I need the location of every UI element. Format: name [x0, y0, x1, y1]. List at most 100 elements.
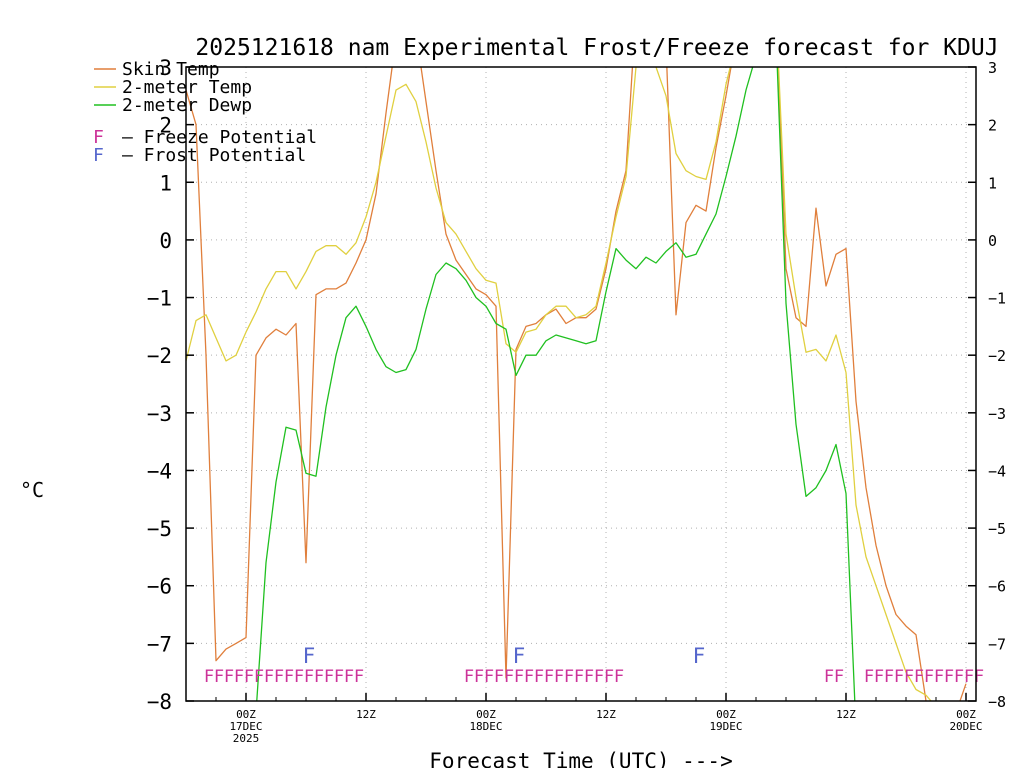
chart-title: 2025121618 nam Experimental Frost/Freeze…	[195, 35, 998, 61]
freeze-potential-marker: F	[254, 667, 264, 687]
y-tick-label-left: 0	[159, 229, 172, 253]
freeze-potential-marker: F	[554, 667, 564, 687]
y-tick-label-right: 3	[988, 59, 997, 77]
freeze-potential-marker: F	[614, 667, 624, 687]
y-tick-label-right: −2	[988, 347, 1006, 365]
plot-frame	[185, 66, 977, 702]
y-tick-label-right: −7	[988, 635, 1006, 653]
freeze-potential-marker: F	[604, 667, 614, 687]
x-axis-label: Forecast Time (UTC) --->	[429, 749, 732, 768]
y-tick-label-left: −2	[147, 344, 172, 368]
y-tick-label-right: 2	[988, 117, 997, 135]
freeze-potential-marker: F	[314, 667, 324, 687]
y-tick-label-left: 1	[159, 171, 172, 195]
y-tick-label-right: −6	[988, 578, 1006, 596]
freeze-potential-marker: F	[564, 667, 574, 687]
y-tick-label-right: 0	[988, 232, 997, 250]
freeze-potential-marker: F	[544, 667, 554, 687]
legend-label-2-meter-temp: 2-meter Temp	[122, 77, 252, 98]
freeze-potential-marker: F	[484, 667, 494, 687]
y-tick-label-right: −3	[988, 405, 1006, 423]
freeze-potential-marker: F	[954, 667, 964, 687]
freeze-potential-marker: F	[204, 667, 214, 687]
x-tick-label: 12Z	[836, 708, 856, 721]
x-tick-label: 00Z	[716, 708, 736, 721]
freeze-potential-marker: F	[884, 667, 894, 687]
freeze-potential-marker: F	[304, 667, 314, 687]
x-tick-label: 19DEC	[709, 720, 742, 733]
freeze-potential-marker: F	[894, 667, 904, 687]
freeze-potential-marker: F	[584, 667, 594, 687]
y-tick-label-left: −6	[147, 575, 172, 599]
legend-label-2-meter-dewp: 2-meter Dewp	[122, 95, 252, 116]
2-meter-temp-line	[186, 67, 932, 701]
freeze-potential-marker: F	[824, 667, 834, 687]
frost-potential-marker: F	[303, 644, 316, 668]
legend-marker-label: – Freeze Potential	[122, 127, 317, 148]
frost-potential-marker: F	[693, 644, 706, 668]
y-axis-label: °C	[20, 478, 44, 502]
skin-temp-line	[186, 67, 967, 701]
y-tick-label-right: 1	[988, 174, 997, 192]
freeze-potential-marker: F	[474, 667, 484, 687]
freeze-potential-marker: F	[974, 667, 984, 687]
freeze-potential-marker: F	[334, 667, 344, 687]
freeze-potential-marker: F	[904, 667, 914, 687]
y-tick-label-right: −1	[988, 290, 1006, 308]
x-tick-label: 20DEC	[949, 720, 982, 733]
freeze-potential-marker: F	[874, 667, 884, 687]
x-tick-label: 17DEC	[229, 720, 262, 733]
legend-marker-symbol: F	[93, 127, 104, 148]
freeze-potential-marker: F	[234, 667, 244, 687]
y-axis-left: −8 −7 −6 −5 −4 −3 −2 −1 0 1 2 3	[147, 56, 194, 714]
freeze-potential-marker: F	[514, 667, 524, 687]
y-tick-label-right: −5	[988, 520, 1006, 538]
freeze-potential-marker: F	[864, 667, 874, 687]
y-tick-label-right: −4	[988, 462, 1006, 480]
x-tick-label: 00Z	[476, 708, 496, 721]
freeze-potential-marker: F	[294, 667, 304, 687]
freeze-potential-marker: F	[464, 667, 474, 687]
freeze-potential-marker: F	[264, 667, 274, 687]
2-meter-dewp-line	[256, 67, 856, 701]
y-axis-right: −8 −7 −6 −5 −4 −3 −2 −1 0 1 2 3	[968, 59, 1006, 711]
freeze-potential-marker: F	[224, 667, 234, 687]
freeze-potential-marker: F	[924, 667, 934, 687]
x-tick-label: 00Z	[236, 708, 256, 721]
legend-marker-symbol: F	[93, 145, 104, 166]
freeze-potential-marker: F	[834, 667, 844, 687]
y-tick-label-left: −7	[147, 632, 172, 656]
y-tick-label-left: −8	[147, 690, 172, 714]
y-tick-label-left: −3	[147, 402, 172, 426]
y-tick-label-left: −5	[147, 517, 172, 541]
series-layer	[186, 67, 967, 701]
freeze-potential-marker: F	[504, 667, 514, 687]
freeze-potential-marker: F	[214, 667, 224, 687]
y-tick-label-left: −4	[147, 459, 172, 483]
freeze-potential-marker: F	[324, 667, 334, 687]
freeze-potential-marker: F	[244, 667, 254, 687]
freeze-potential-marker: F	[494, 667, 504, 687]
x-tick-label: 18DEC	[469, 720, 502, 733]
freeze-potential-marker: F	[274, 667, 284, 687]
frost-potential-marker: F	[513, 644, 526, 668]
x-tick-label: 12Z	[356, 708, 376, 721]
y-tick-label-right: −8	[988, 693, 1006, 711]
grid-lines	[186, 66, 976, 702]
legend-label-skin-temp: Skin Temp	[122, 59, 220, 80]
y-tick-label-left: 2	[159, 114, 172, 138]
freeze-potential-marker: F	[574, 667, 584, 687]
freeze-potential-marker: F	[934, 667, 944, 687]
x-tick-label: 00Z	[956, 708, 976, 721]
freeze-potential-marker: F	[964, 667, 974, 687]
freeze-potential-marker: F	[284, 667, 294, 687]
freeze-potential-marker: F	[344, 667, 354, 687]
y-tick-label-left: 3	[159, 56, 172, 80]
freeze-potential-marker: F	[594, 667, 604, 687]
y-tick-label-left: −1	[147, 287, 172, 311]
freeze-potential-marker: F	[534, 667, 544, 687]
